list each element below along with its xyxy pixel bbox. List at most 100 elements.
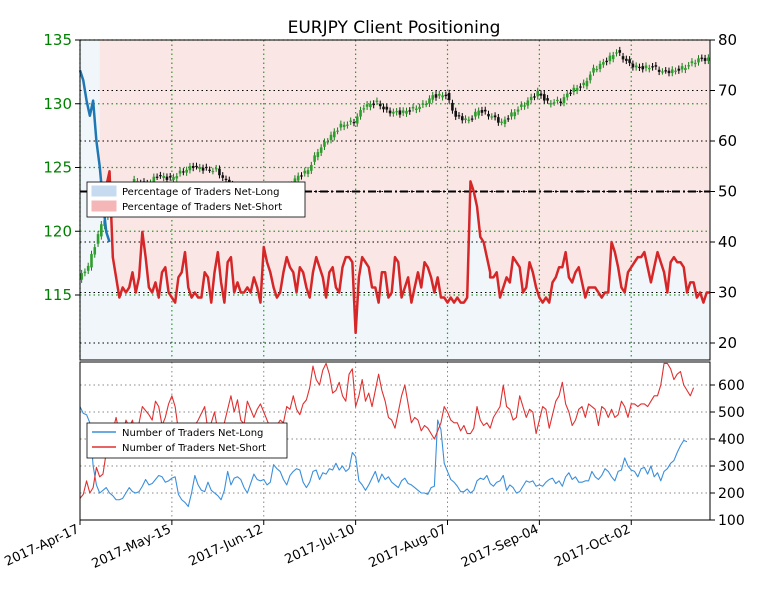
price-tick-label: 135: [43, 31, 72, 49]
price-candle-body: [100, 224, 103, 237]
price-candle-body: [677, 68, 681, 71]
price-candle-body: [474, 111, 477, 117]
date-tick-label: 2017-Jun-12: [187, 522, 266, 569]
price-candle-body: [352, 122, 356, 124]
price-candle-body: [372, 103, 375, 106]
count-tick-label: 200: [718, 486, 745, 502]
price-candle-body: [198, 167, 202, 169]
price-candle-body: [536, 90, 540, 97]
price-candle-body: [684, 67, 687, 70]
price-candle-body: [562, 97, 566, 104]
date-tick-label: 2017-Oct-02: [552, 522, 633, 570]
price-candle-body: [559, 101, 563, 103]
count-tick-label: 100: [718, 513, 745, 529]
price-candle-body: [293, 178, 297, 184]
price-candle-body: [654, 65, 658, 67]
legend-label: Percentage of Traders Net-Short: [122, 202, 282, 213]
price-tick-label: 125: [43, 159, 72, 177]
price-candle-body: [664, 70, 668, 72]
price-candle-body: [411, 106, 415, 109]
price-candle-body: [621, 56, 625, 60]
price-candle-body: [395, 111, 398, 113]
price-candle-body: [332, 131, 336, 138]
price-candle-body: [464, 118, 467, 121]
price-candle-body: [687, 65, 690, 67]
price-tick-label: 115: [43, 286, 72, 304]
price-candle-body: [300, 175, 303, 177]
price-candle-body: [444, 94, 448, 97]
price-candle-body: [680, 66, 684, 70]
price-candle-body: [641, 66, 645, 70]
price-candle-body: [401, 110, 405, 113]
count-tick-label: 300: [718, 459, 745, 475]
net-short-percent-line: [98, 170, 710, 335]
price-candle-body: [178, 170, 182, 174]
price-candle-body: [611, 55, 615, 60]
price-candle-body: [355, 116, 359, 124]
price-candle-body: [165, 176, 169, 180]
price-candle-body: [625, 58, 628, 61]
date-tick-label: 2017-Jul-10: [283, 522, 358, 567]
legend-label: Number of Traders Net-Short: [122, 443, 266, 454]
price-candle-body: [86, 265, 90, 271]
price-candle-body: [211, 170, 215, 173]
price-axis-ticks: 115 120 125 130 135: [43, 31, 80, 304]
price-candle-body: [447, 93, 451, 101]
percent-tick-label: 30: [718, 284, 737, 302]
date-tick-label: 2017-May-15: [90, 522, 174, 572]
price-candle-body: [506, 118, 510, 120]
price-candle-body: [647, 67, 651, 70]
price-tick-label: 120: [43, 222, 72, 240]
price-candle-body: [552, 102, 556, 104]
date-axis-ticks: 2017-Apr-17 2017-May-15 2017-Jun-12 2017-Ju…: [2, 520, 633, 572]
price-candle-body: [83, 271, 87, 274]
price-candle-body: [618, 50, 622, 53]
price-candle-body: [693, 62, 697, 65]
price-candle-body: [359, 109, 362, 117]
price-candle-body: [615, 52, 618, 54]
price-candle-body: [690, 61, 694, 64]
price-tick-label: 130: [43, 95, 72, 113]
price-candle-body: [598, 63, 602, 70]
net-long-fill-area: [99, 171, 710, 360]
price-candle-body: [493, 115, 497, 118]
percent-tick-label: 40: [718, 233, 737, 251]
price-candle-body: [542, 94, 546, 101]
price-candle-body: [375, 100, 379, 102]
price-candle-body: [418, 106, 421, 109]
price-candle-body: [303, 170, 307, 174]
price-candle-body: [513, 112, 517, 117]
price-candle-body: [93, 247, 97, 255]
upper-plot-frame: [79, 39, 711, 361]
price-candle-body: [497, 117, 500, 123]
price-candle-body: [96, 234, 100, 244]
price-candle-body: [152, 176, 156, 183]
price-candle-body: [185, 169, 188, 173]
price-candle-body: [467, 119, 471, 121]
price-candle-body: [674, 70, 677, 72]
price-candle-body: [342, 124, 346, 127]
price-candle-body: [490, 116, 494, 118]
price-candle-body: [460, 116, 464, 121]
price-candle-body: [159, 175, 162, 177]
price-candle-body: [424, 103, 428, 106]
net-long-count-line: [79, 406, 688, 508]
price-candle-body: [365, 104, 369, 107]
price-candle-body: [575, 88, 579, 91]
price-candle-body: [306, 170, 310, 174]
count-tick-label: 400: [718, 432, 745, 448]
price-candle-body: [224, 178, 228, 181]
price-candle-body: [651, 66, 654, 68]
price-candle-body: [487, 113, 490, 117]
trader-count-axis-ticks: 100 200 300 400 500 600: [710, 378, 745, 529]
price-candle-body: [441, 95, 444, 98]
percent-tick-label: 50: [718, 183, 737, 201]
price-candle-body: [437, 93, 441, 96]
price-candle-body: [510, 112, 513, 117]
upper-legend-box: [86, 181, 306, 218]
price-candle-body: [523, 105, 526, 107]
price-candle-body: [451, 102, 454, 111]
date-tick-label: 2017-Apr-17: [2, 522, 81, 570]
legend-label: Number of Traders Net-Long: [122, 428, 263, 439]
